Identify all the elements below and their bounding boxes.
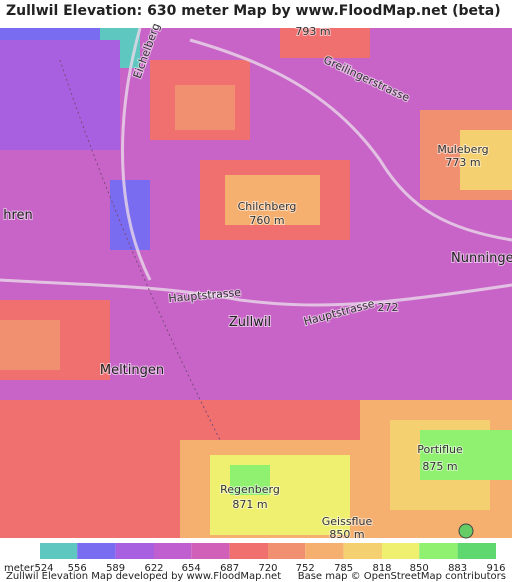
road (121, 27, 152, 281)
legend-tick-label: 589 (106, 563, 125, 574)
hill (225, 175, 320, 225)
legend-swatch (229, 543, 268, 559)
legend-tick-label: 622 (144, 563, 163, 574)
map (0, 27, 512, 539)
legend-tick-label: 720 (258, 563, 277, 574)
peak-label: Portiflue (417, 443, 463, 456)
legend-tick-label: 916 (486, 563, 505, 574)
title: Zullwil Elevation: 630 meter Map by www.… (6, 3, 501, 19)
legend-swatch (457, 543, 496, 559)
elevation-label: 875 m (422, 460, 457, 473)
path (59, 59, 221, 441)
hill (0, 320, 60, 370)
elevation-label: 773 m (445, 156, 480, 169)
elevation-label: 850 m (329, 528, 364, 541)
hill (460, 130, 512, 190)
place-label: Nunninger (451, 251, 512, 266)
legend-tick-label: 556 (68, 563, 87, 574)
footer-credit: Zullwil Elevation Map developed by www.F… (6, 571, 281, 582)
legend-swatch (40, 543, 78, 559)
road (189, 38, 512, 242)
legend-swatch (343, 543, 382, 559)
osm-logo (458, 523, 474, 539)
legend-tick-label: 752 (296, 563, 315, 574)
legend-swatch (305, 543, 344, 559)
place-label: hren (3, 208, 33, 223)
elevation-label: 871 m (232, 498, 267, 511)
legend-swatch (419, 543, 458, 559)
legend-tick-label: 687 (220, 563, 239, 574)
legend-unit: meter (4, 563, 35, 574)
legend-swatch (191, 543, 230, 559)
peak-label: Regenberg (220, 483, 280, 496)
peak-label: Muleberg (437, 143, 488, 156)
legend-tick-label: 818 (372, 563, 391, 574)
valley (0, 40, 120, 150)
footer-attribution: Base map © OpenStreetMap contributors (298, 571, 506, 582)
peak-label: Geissflue (322, 515, 373, 528)
legend-tick-label: 883 (448, 563, 467, 574)
legend-tick-label: 850 (410, 563, 429, 574)
legend-swatch (77, 543, 116, 559)
legend-swatch (382, 543, 420, 559)
legend-swatch (268, 543, 306, 559)
road-number: 272 (378, 301, 399, 314)
legend-tick-label: 654 (182, 563, 201, 574)
hill (280, 28, 370, 58)
legend-swatch (154, 543, 192, 559)
peak-label: Chilchberg (238, 200, 297, 213)
legend-tick-label: 524 (34, 563, 53, 574)
place-label: Meltingen (100, 363, 164, 378)
summit (230, 465, 270, 495)
legend-tick-label: 785 (334, 563, 353, 574)
low-area (110, 180, 150, 250)
place-label: Zullwil (229, 315, 271, 330)
legend: meter 524 556 589 622 654 687 720 752 785 818 850 8… (4, 543, 506, 574)
elevation-label: 760 m (249, 214, 284, 227)
hill (175, 85, 235, 130)
road (0, 278, 512, 307)
elevation-label: 793 m (295, 25, 330, 38)
summit (420, 430, 512, 480)
legend-swatch (115, 543, 154, 559)
